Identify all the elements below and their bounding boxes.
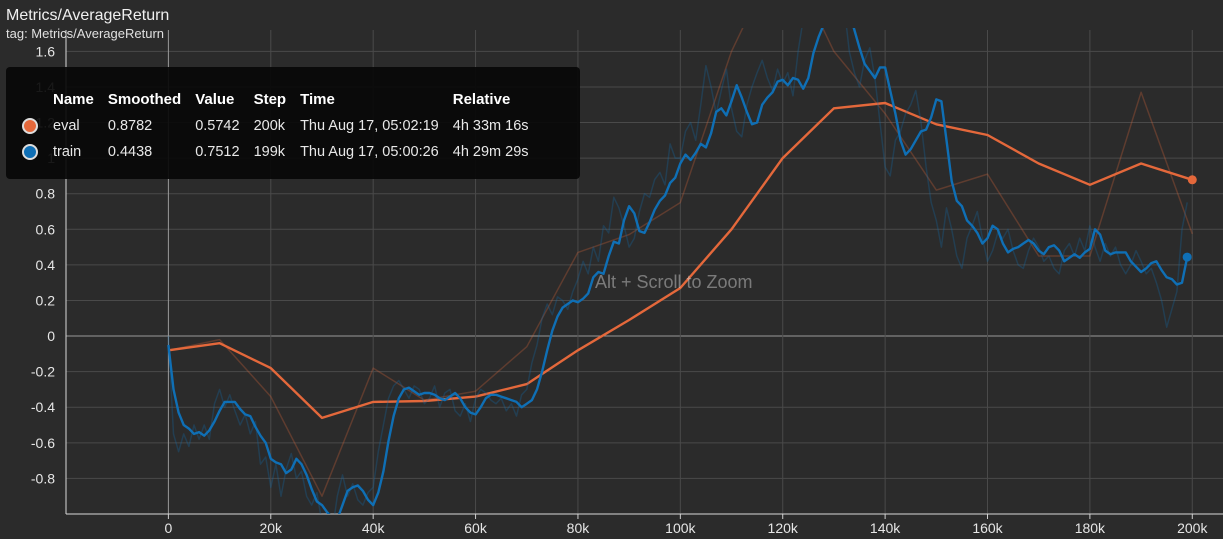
tooltip-row-eval: eval 0.8782 0.5742 200k Thu Aug 17, 05:0… xyxy=(22,113,536,139)
tooltip-cell-smoothed: 0.8782 xyxy=(107,118,153,134)
card-title: Metrics/AverageReturn xyxy=(6,7,170,24)
tooltip-header-swatch xyxy=(22,87,46,113)
y-tick-label: 0.2 xyxy=(36,292,56,308)
tooltip-cell-time: Thu Aug 17, 05:00:26 xyxy=(300,144,439,160)
tooltip-header-relative: Relative xyxy=(452,90,511,108)
tooltip-cell-name: train xyxy=(53,144,82,160)
tooltip-cell-time: Thu Aug 17, 05:02:19 xyxy=(300,118,439,134)
tooltip-header-smoothed: Smoothed xyxy=(107,90,182,108)
eval-last-point xyxy=(1187,175,1197,185)
x-tick-label: 20k xyxy=(259,520,283,536)
train-last-point xyxy=(1182,252,1192,262)
tooltip-header-value: Value xyxy=(195,90,235,108)
eval-smoothed-line[interactable] xyxy=(168,101,1193,420)
train-swatch-icon xyxy=(22,144,38,161)
y-tick-label: 0.4 xyxy=(36,257,56,273)
y-tick-label: -0.2 xyxy=(31,364,55,380)
x-tick-label: 160k xyxy=(972,520,1003,536)
series-eval xyxy=(168,28,1194,497)
train-raw-line xyxy=(167,28,1188,514)
x-tick-label: 200k xyxy=(1177,520,1208,536)
tooltip-header-name: Name xyxy=(53,90,94,108)
x-tick-label: 180k xyxy=(1075,520,1106,536)
x-tick-label: 0 xyxy=(164,520,172,536)
x-tick-label: 120k xyxy=(768,520,799,536)
y-tick-label: 0.8 xyxy=(36,186,56,202)
tooltip-cell-step: 200k xyxy=(253,118,286,134)
tooltip-cell-value: 0.7512 xyxy=(195,144,240,160)
eval-raw-line xyxy=(168,28,1194,497)
y-tick-label: 1.6 xyxy=(36,43,56,59)
tooltip-header-row: Name Smoothed Value Step Time Relative xyxy=(22,87,536,113)
tooltip-cell-step: 199k xyxy=(253,144,286,160)
series-train xyxy=(167,12,1189,519)
x-tick-label: 80k xyxy=(567,520,591,536)
series-layer xyxy=(167,12,1197,519)
card-tag: tag: Metrics/AverageReturn xyxy=(6,26,164,41)
y-tick-label: -0.6 xyxy=(31,435,55,451)
x-tick-label: 40k xyxy=(362,520,386,536)
tooltip-panel: Name Smoothed Value Step Time Relative e… xyxy=(6,67,580,179)
train-smoothed-line[interactable] xyxy=(167,12,1189,519)
x-tick-label: 60k xyxy=(464,520,488,536)
y-tick-label: -0.4 xyxy=(31,399,55,415)
tooltip-row-train: train 0.4438 0.7512 199k Thu Aug 17, 05:… xyxy=(22,139,536,165)
x-tick-label: 100k xyxy=(665,520,696,536)
y-tick-label: -0.8 xyxy=(31,470,55,486)
tooltip-cell-relative: 4h 29m 29s xyxy=(452,144,529,160)
eval-swatch-icon xyxy=(22,118,38,135)
tooltip-cell-smoothed: 0.4438 xyxy=(107,144,153,160)
tooltip-header-step: Step xyxy=(253,90,287,108)
x-tick-label: 140k xyxy=(870,520,901,536)
tooltip-table: Name Smoothed Value Step Time Relative e… xyxy=(22,87,536,165)
y-tick-label: 0 xyxy=(47,328,55,344)
tooltip-header-time: Time xyxy=(300,90,335,108)
card-header: Metrics/AverageReturn tag: Metrics/Avera… xyxy=(6,6,169,41)
tooltip-cell-value: 0.5742 xyxy=(195,118,240,134)
tooltip-cell-name: eval xyxy=(53,118,80,134)
y-tick-label: 0.6 xyxy=(36,221,56,237)
tooltip-cell-relative: 4h 33m 16s xyxy=(452,118,529,134)
